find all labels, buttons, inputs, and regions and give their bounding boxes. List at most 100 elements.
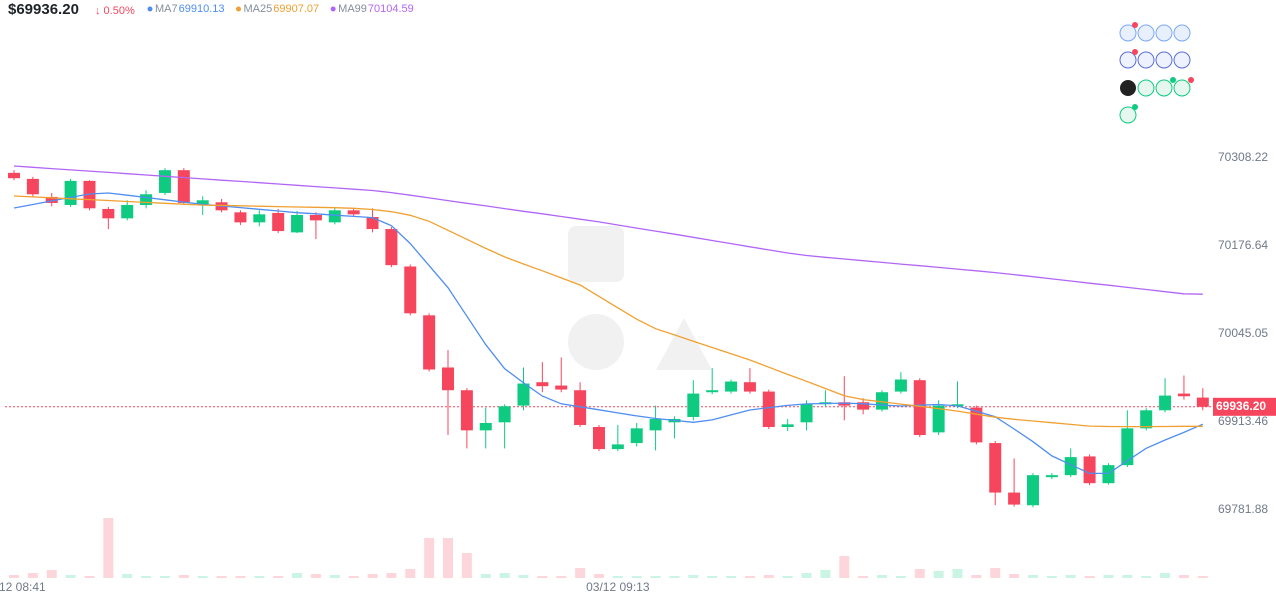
volume-bar: [1122, 575, 1133, 578]
volume-bar: [254, 576, 265, 578]
candle-body: [932, 405, 945, 433]
candle-body: [762, 391, 775, 428]
volume-bar: [235, 576, 246, 578]
y-tick-label: 70045.05: [1218, 326, 1268, 340]
candle-body: [1177, 393, 1190, 397]
candle-body: [706, 390, 719, 393]
volume-bar: [461, 553, 472, 578]
volume-bar: [1160, 573, 1171, 578]
candle-body: [687, 393, 700, 417]
volume-bar: [631, 576, 642, 578]
volume-bar: [744, 576, 755, 578]
volume-bar: [971, 575, 982, 578]
ma-line: [13, 195, 1203, 428]
volume-bar: [688, 575, 699, 578]
candle-body: [857, 402, 870, 410]
volume-bar: [801, 573, 812, 578]
legend-dot: [236, 6, 242, 12]
legend-value: 70104.59: [368, 3, 414, 15]
candle-body: [1083, 456, 1096, 484]
volume-bar: [914, 569, 925, 578]
y-tick-label: 69913.46: [1218, 414, 1268, 428]
volume-bar: [820, 570, 831, 578]
volume-bar: [650, 576, 661, 578]
candle-body: [800, 404, 813, 423]
candle-body: [1196, 397, 1209, 407]
candle-body: [913, 380, 926, 436]
price-title: $69936.20: [8, 1, 79, 18]
candle-body: [781, 424, 794, 428]
legend-name: MA99: [338, 3, 367, 15]
volume-bar: [1103, 575, 1114, 578]
x-tick-label: 03/12 09:13: [586, 580, 650, 594]
candle-body: [1008, 492, 1021, 505]
candle-body: [177, 170, 190, 203]
volume-bar: [782, 576, 793, 578]
candle-body: [1121, 428, 1134, 466]
volume-bar: [1046, 576, 1057, 578]
candle-body: [291, 214, 304, 233]
volume-bar: [103, 518, 114, 578]
volume-bar: [839, 556, 850, 578]
volume-bar: [9, 575, 19, 578]
candle-body: [592, 427, 605, 450]
candle-body: [1159, 395, 1172, 411]
volume-bar: [952, 569, 963, 578]
candle-body: [309, 214, 322, 221]
candle-body: [1102, 465, 1115, 484]
volume-bar: [216, 576, 227, 578]
volume-bar: [593, 574, 604, 578]
volume-bar: [612, 576, 623, 578]
candle-body: [1140, 410, 1153, 429]
volume-bar: [1178, 575, 1189, 578]
candle-body: [140, 194, 153, 205]
candle-body: [442, 367, 455, 391]
candle-body: [385, 229, 398, 266]
y-tick-label: 70308.22: [1218, 150, 1268, 164]
candle-body: [894, 379, 907, 392]
volume-bar: [707, 576, 718, 578]
candle-body: [8, 172, 20, 179]
candle-body: [1026, 475, 1039, 506]
legend-name: MA25: [244, 3, 273, 15]
volume-bar: [858, 576, 869, 578]
candle-body: [328, 210, 341, 223]
watermark: [568, 226, 712, 370]
candle-body: [366, 217, 379, 230]
volume-bar: [46, 570, 57, 578]
volume-bar: [1141, 576, 1152, 578]
volume-bar: [386, 573, 397, 578]
ma-line: [13, 165, 1203, 295]
volume-bar: [27, 573, 38, 578]
legend-dot: [330, 6, 336, 12]
candle-body: [272, 212, 285, 232]
volume-bar: [310, 574, 321, 578]
volume-bar: [1197, 576, 1208, 578]
last-price-label: 69936.20: [1216, 399, 1266, 413]
volume-bar: [1009, 574, 1020, 578]
volume-bar: [292, 573, 303, 578]
y-tick-label: 70176.64: [1218, 238, 1268, 252]
candle-body: [725, 381, 738, 392]
candle-body: [423, 315, 436, 370]
legend-value: 69910.13: [179, 3, 225, 15]
volume-bar: [1065, 575, 1076, 578]
candle-body: [158, 170, 171, 193]
candle-body: [649, 418, 662, 431]
candle-body: [234, 212, 247, 223]
candle-body: [989, 443, 1002, 493]
candle-body: [498, 406, 511, 423]
candle-body: [743, 382, 756, 392]
volume-bar: [895, 576, 906, 578]
volume-bar: [575, 568, 586, 578]
volume-bar: [669, 576, 680, 578]
legend-name: MA7: [155, 3, 178, 15]
volume-bar: [84, 576, 95, 578]
candle-body: [630, 428, 643, 444]
volume-bar: [178, 575, 189, 578]
volume-bar: [405, 569, 416, 578]
volume-bar: [1084, 576, 1095, 578]
candle-body: [253, 214, 266, 223]
candle-body: [196, 200, 209, 205]
